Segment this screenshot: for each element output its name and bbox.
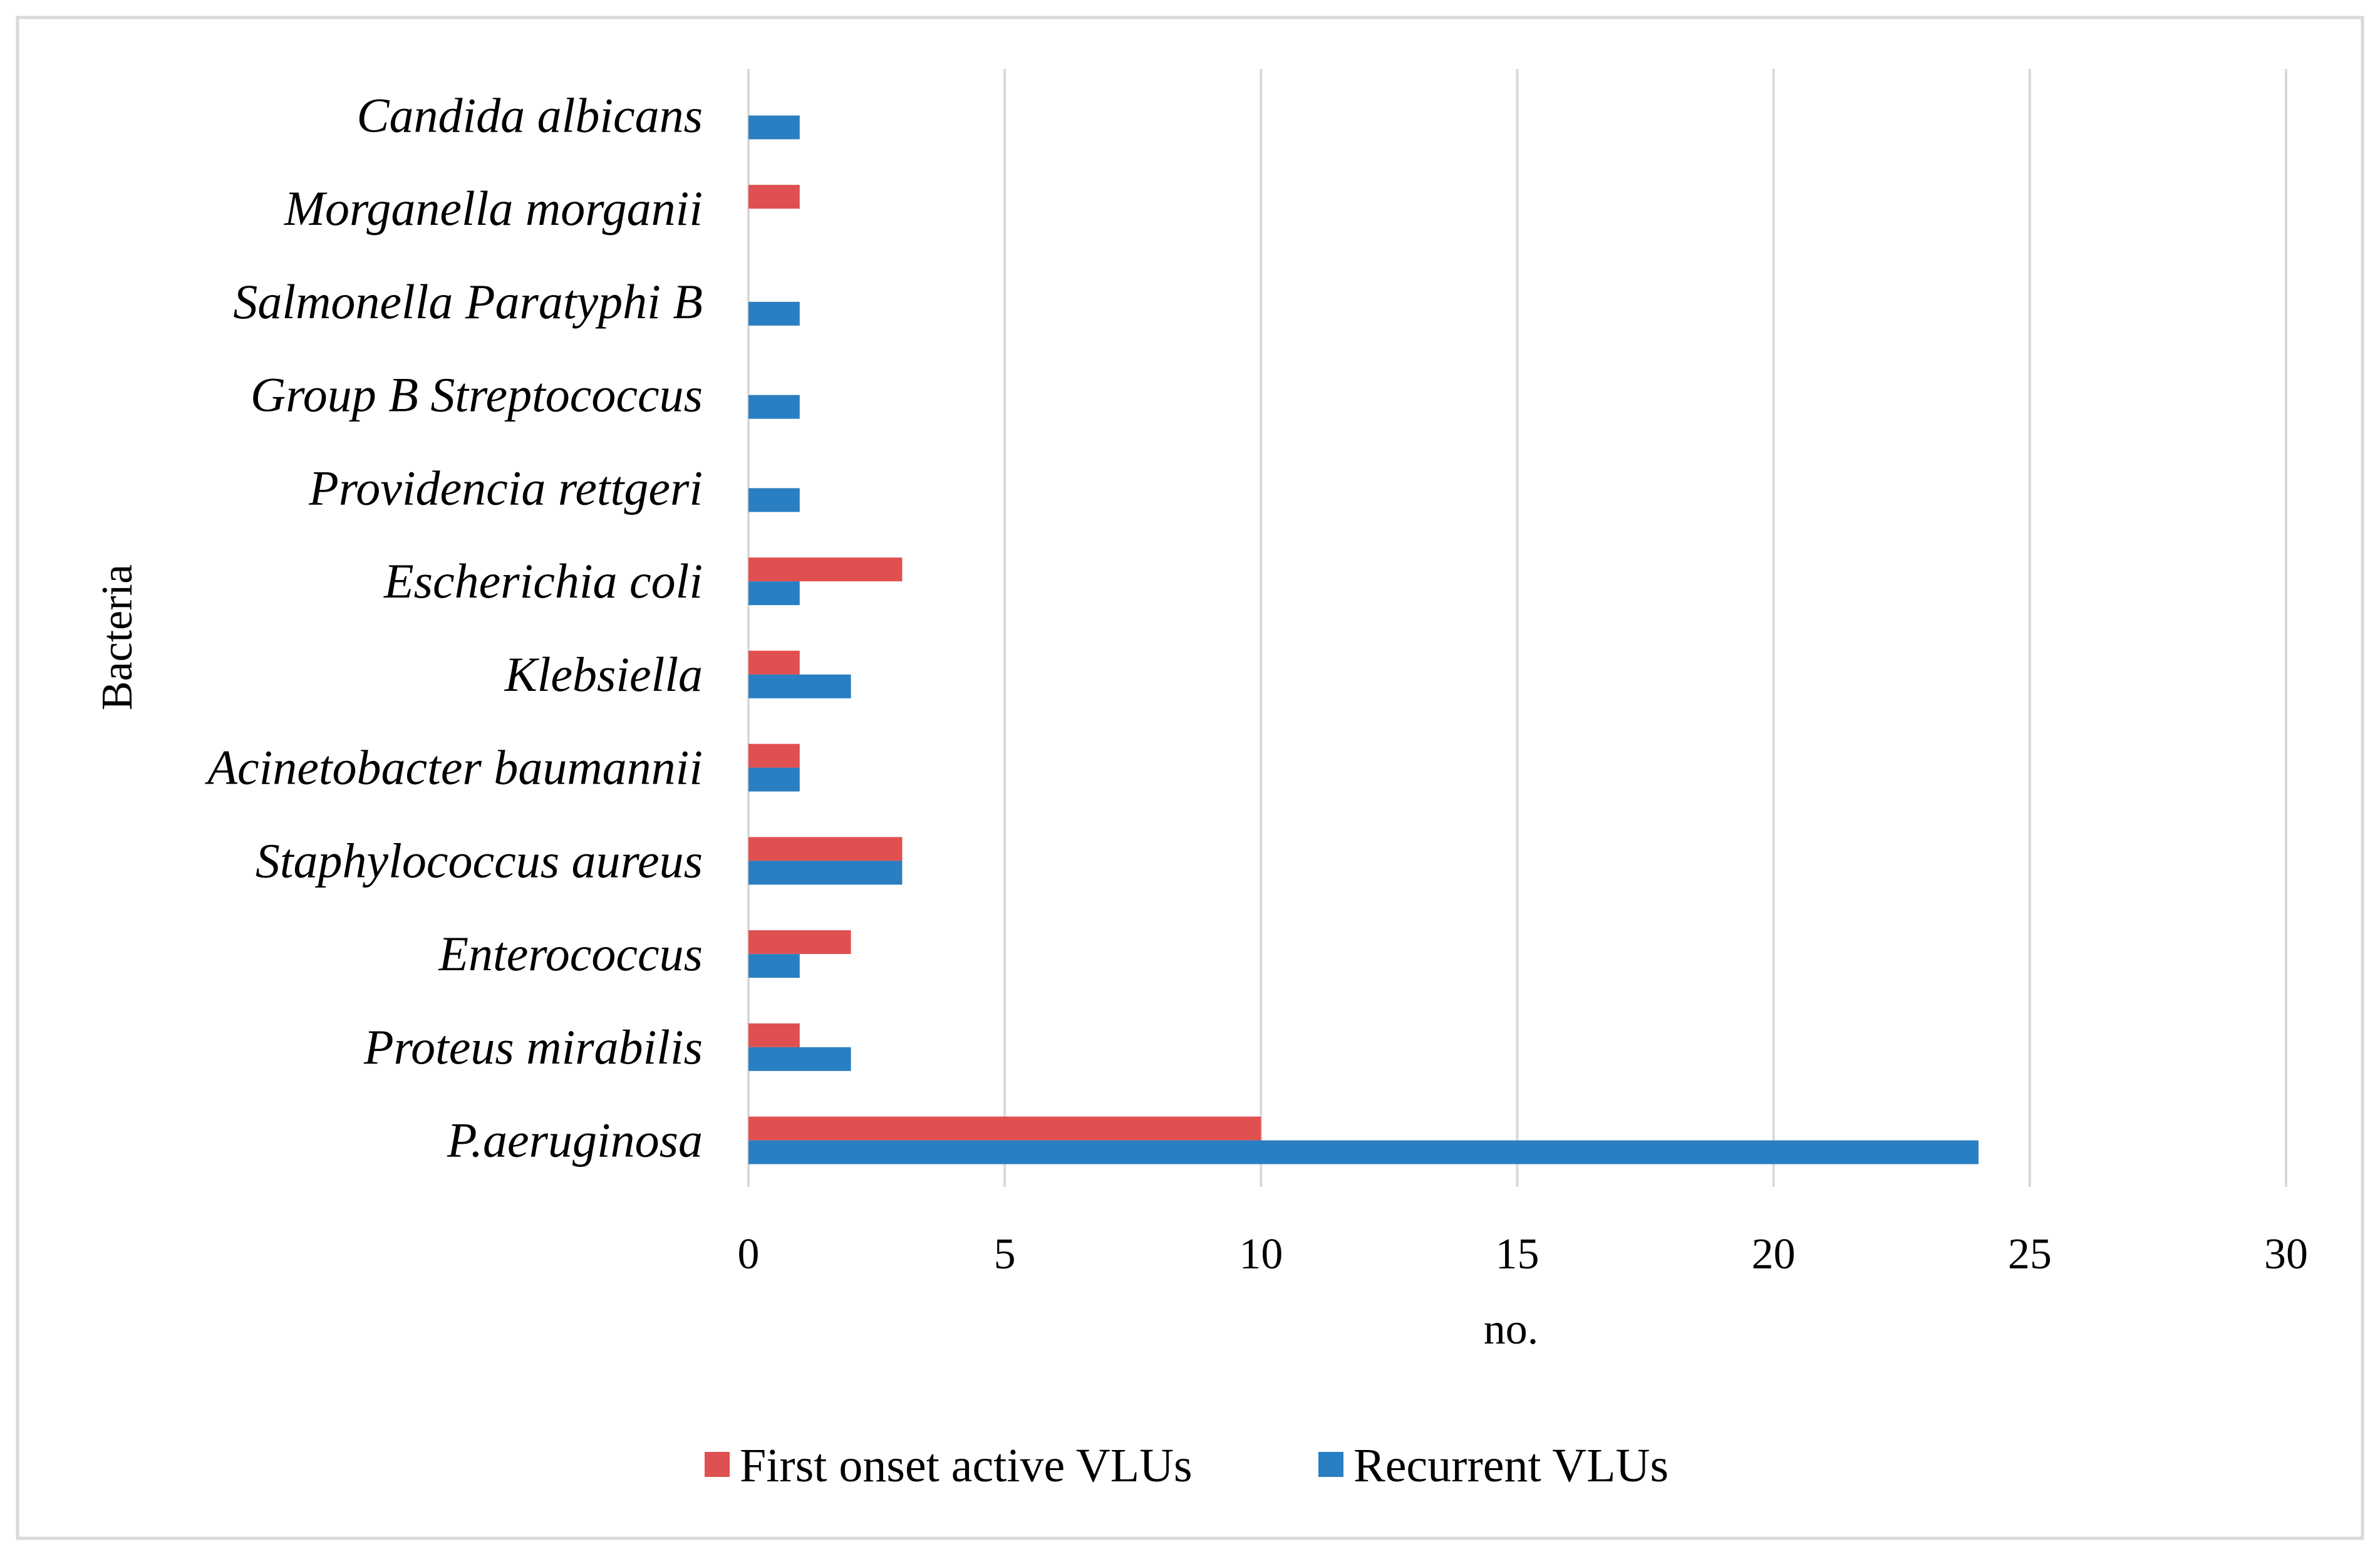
category-label: Staphylococcus aureus [256, 833, 703, 888]
x-tick-label: 10 [1239, 1230, 1283, 1278]
bar-acinetobacter-baumannii-recurrent [748, 767, 800, 792]
bars [748, 115, 1979, 1164]
x-tick-label: 15 [1496, 1230, 1539, 1278]
category-label: Proteus mirabilis [363, 1020, 703, 1074]
category-label: Salmonella Paratyphi B [233, 274, 703, 329]
bar-escherichia-coli-recurrent [748, 581, 800, 606]
bar-p-aeruginosa-recurrent [748, 1140, 1979, 1164]
bar-staphylococcus-aureus-first-onset [748, 837, 903, 861]
bar-klebsiella-recurrent [748, 674, 851, 698]
chart-border [16, 16, 2364, 1540]
bar-morganella-morganii-first-onset [748, 185, 800, 209]
bar-salmonella-paratyphi-b-recurrent [748, 301, 800, 326]
bar-klebsiella-first-onset [748, 650, 800, 675]
category-label: Klebsiella [504, 647, 703, 702]
bar-acinetobacter-baumannii-first-onset [748, 743, 800, 768]
legend-label-first-onset: First onset active VLUs [740, 1439, 1193, 1492]
legend: First onset active VLUs Recurrent VLUs [705, 1439, 1669, 1492]
x-tick-label: 25 [2008, 1230, 2052, 1278]
legend-swatch-first-onset [705, 1452, 730, 1477]
bar-candida-albicans-recurrent [748, 115, 800, 140]
bar-p-aeruginosa-first-onset [748, 1116, 1261, 1141]
bar-group-b-streptococcus-recurrent [748, 395, 800, 419]
bar-proteus-mirabilis-recurrent [748, 1047, 851, 1071]
category-label: Acinetobacter baumannii [204, 740, 703, 795]
bar-staphylococcus-aureus-recurrent [748, 861, 903, 885]
x-tick-label: 5 [994, 1230, 1016, 1278]
x-axis-title: no. [1484, 1305, 1539, 1354]
legend-swatch-recurrent [1318, 1452, 1343, 1477]
category-label: Morganella morganii [284, 181, 703, 236]
category-label: Providencia rettgeri [308, 460, 703, 515]
bar-enterococcus-first-onset [748, 930, 851, 955]
gridlines [747, 69, 2287, 1187]
x-tick-label: 20 [1752, 1230, 1796, 1278]
x-tick-label: 30 [2264, 1230, 2308, 1278]
legend-label-recurrent: Recurrent VLUs [1353, 1439, 1669, 1492]
category-label: Candida albicans [356, 88, 703, 142]
bar-providencia-rettgeri-recurrent [748, 488, 800, 512]
bar-enterococcus-recurrent [748, 954, 800, 978]
x-tick-label: 0 [738, 1230, 760, 1278]
category-label: Escherichia coli [383, 554, 703, 608]
category-label: Group B Streptococcus [251, 368, 703, 422]
x-tick-labels: 0 5 10 15 20 25 30 [738, 1230, 2309, 1278]
category-label: P.aeruginosa [447, 1113, 703, 1168]
category-label: Enterococcus [438, 926, 703, 981]
bar-proteus-mirabilis-first-onset [748, 1023, 800, 1047]
category-labels: P.aeruginosa Proteus mirabilis Enterococcu… [204, 88, 703, 1167]
y-axis-title: Bacteria [93, 564, 142, 710]
bar-escherichia-coli-first-onset [748, 557, 903, 582]
